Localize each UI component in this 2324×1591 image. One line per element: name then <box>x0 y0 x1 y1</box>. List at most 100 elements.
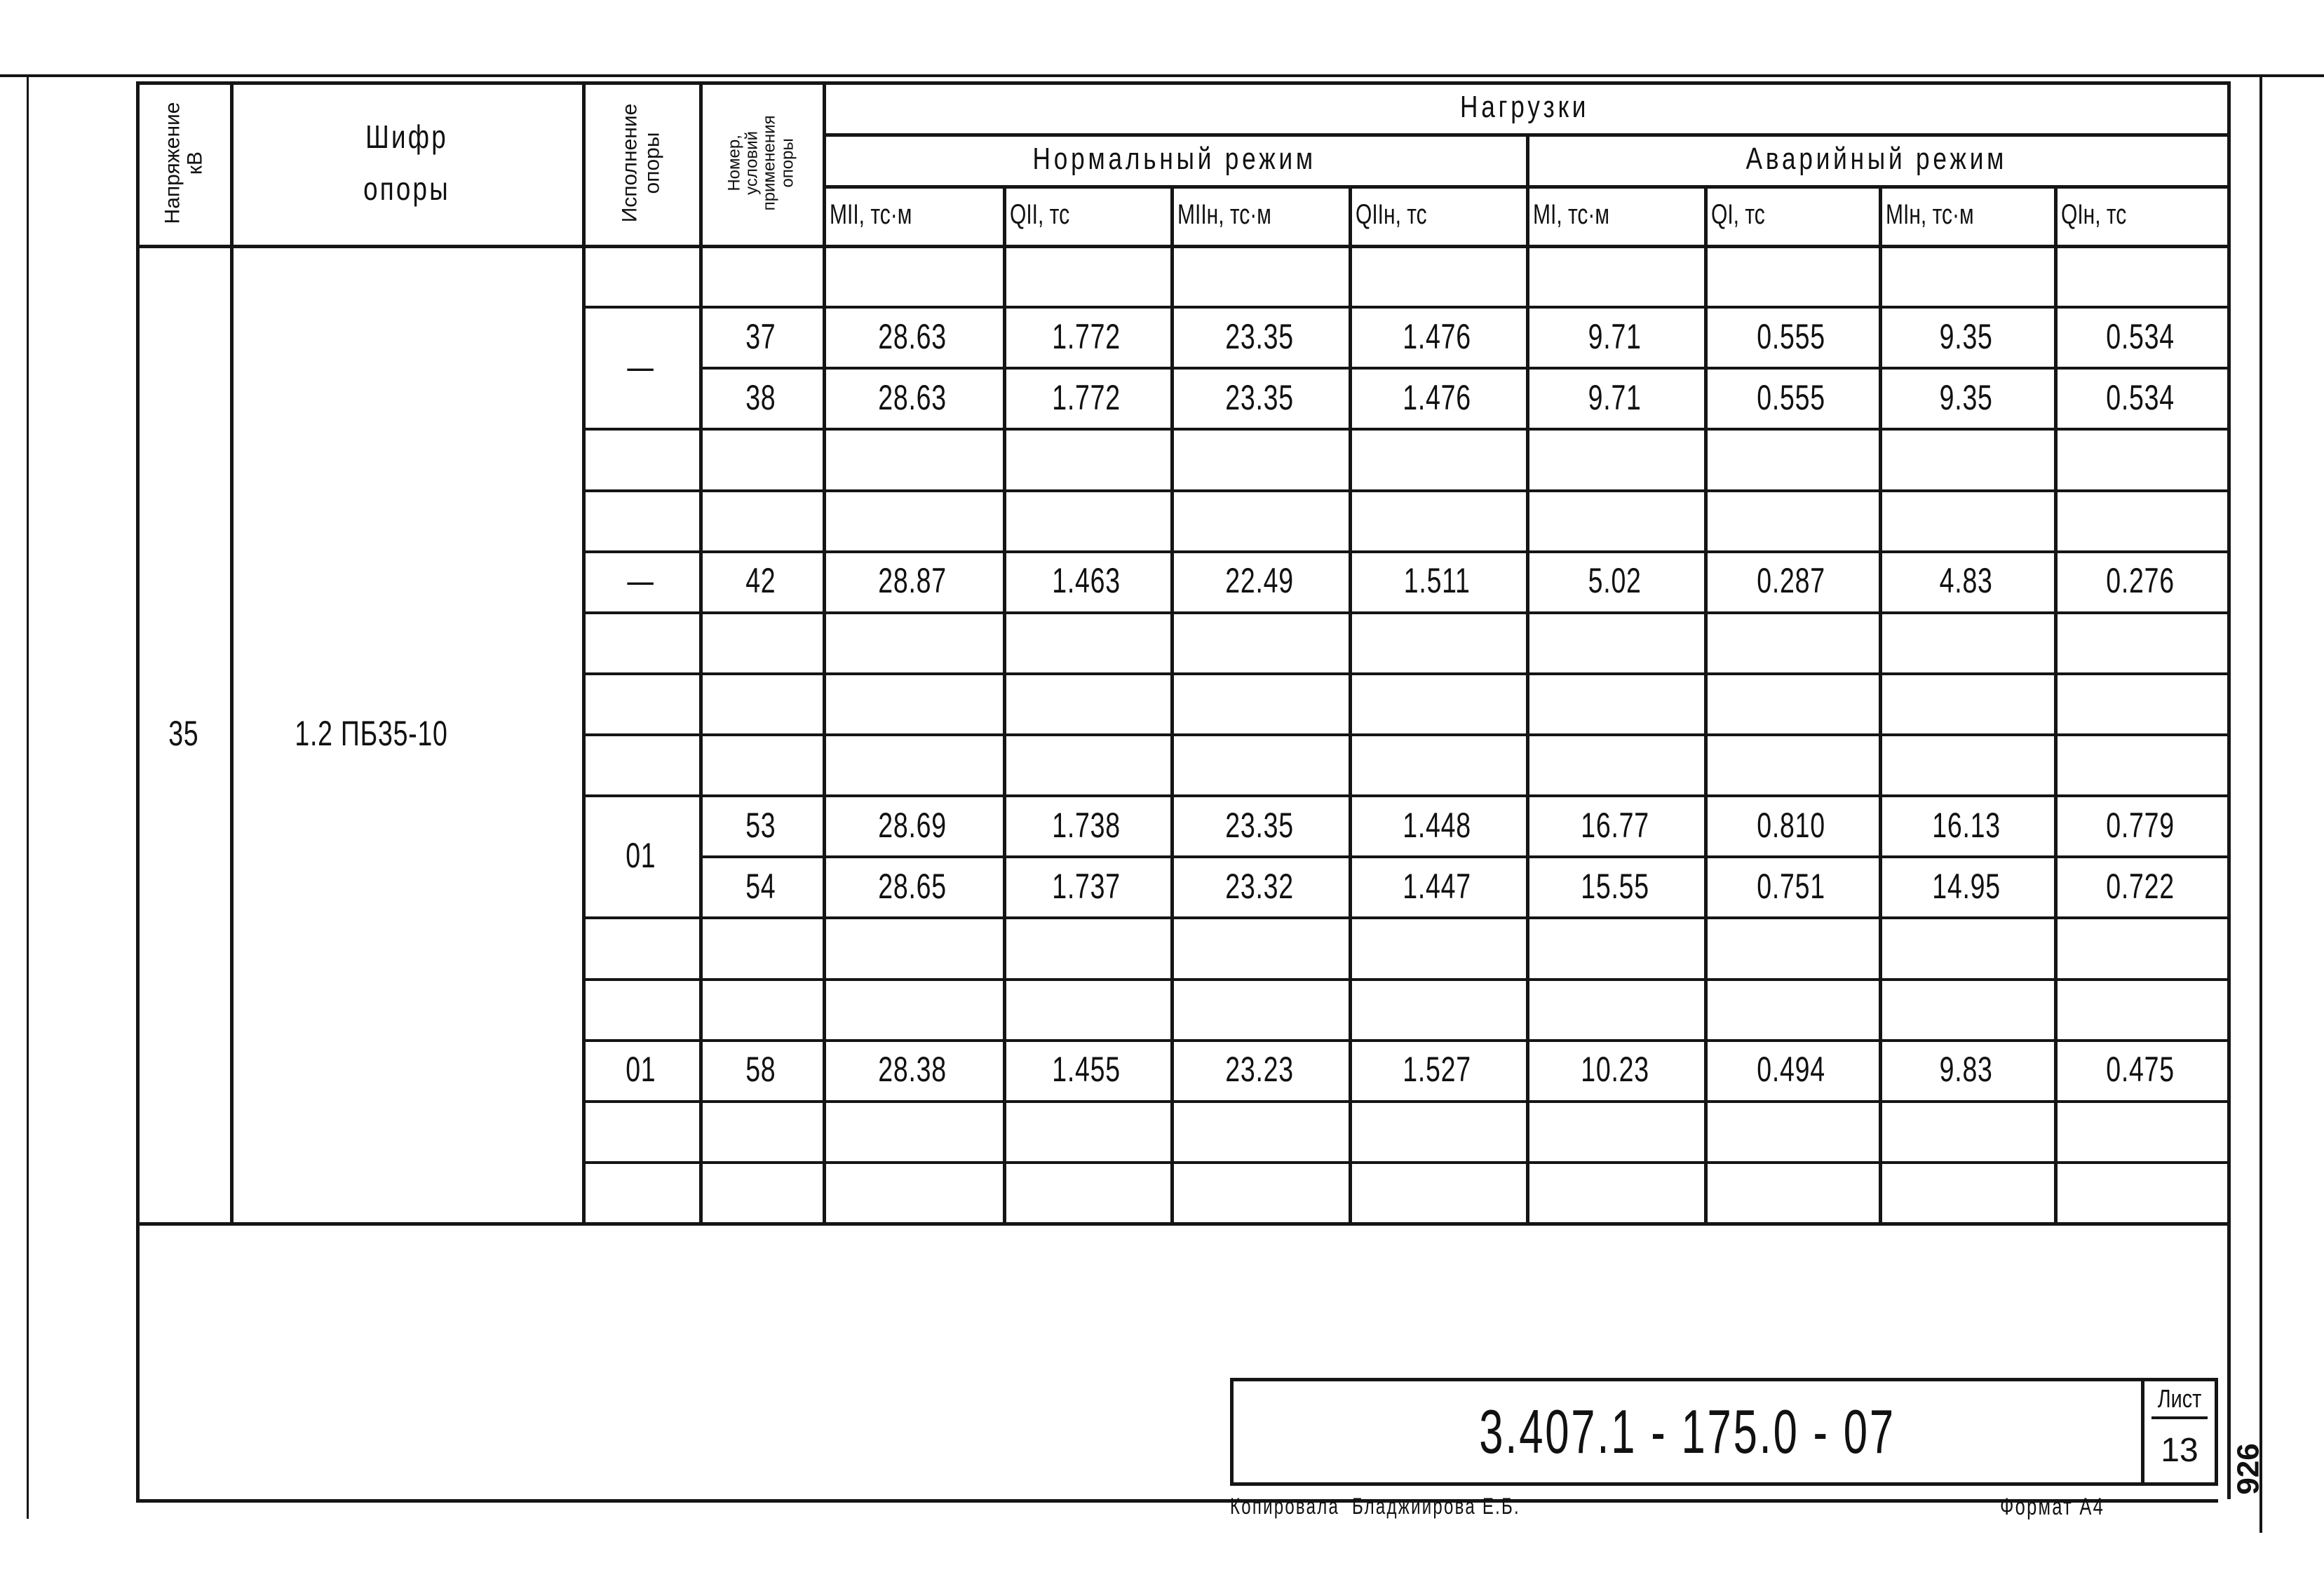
table-cell <box>1704 978 1879 1039</box>
load-value: 15.55 <box>1581 866 1649 906</box>
normal-mode-header: Нормальный режим <box>1032 142 1316 176</box>
execution-cell: — <box>582 550 699 611</box>
execution-divider <box>582 672 699 675</box>
load-value: 9.35 <box>1939 316 1993 356</box>
load-value: 9.71 <box>1588 316 1642 356</box>
condition-number: 37 <box>745 316 776 356</box>
row-divider <box>699 428 2227 431</box>
table-cell: 0.287 <box>1704 550 1879 611</box>
execution-divider <box>582 794 699 798</box>
table-cell <box>1003 733 1170 794</box>
load-value: 23.32 <box>1225 866 1294 906</box>
table-cell: 22.49 <box>1170 550 1349 611</box>
table-cell <box>823 1100 1003 1161</box>
table-cell: 16.77 <box>1526 794 1704 855</box>
frame-left-border <box>136 81 140 1499</box>
load-value: 1.463 <box>1052 561 1121 601</box>
table-cell: 9.71 <box>1526 306 1704 367</box>
table-cell <box>823 1161 1003 1222</box>
table-cell <box>2054 978 2227 1039</box>
table-cell <box>1170 245 1349 306</box>
table-cell <box>1170 733 1349 794</box>
execution-value: 01 <box>625 836 656 876</box>
column-divider <box>1879 185 1882 1222</box>
column-divider <box>699 81 703 1222</box>
load-value: 28.63 <box>878 377 947 417</box>
table-cell <box>1526 672 1704 733</box>
row-divider <box>699 489 2227 492</box>
load-value: 16.77 <box>1581 805 1649 845</box>
table-cell: 1.738 <box>1003 794 1170 855</box>
column-divider <box>582 81 586 1222</box>
load-value: 0.555 <box>1757 316 1826 356</box>
table-cell <box>1349 733 1526 794</box>
load-value: 28.65 <box>878 866 947 906</box>
column-header: MI, тс·м <box>1526 185 1704 245</box>
table-cell: 28.69 <box>823 794 1003 855</box>
table-cell <box>1879 672 2054 733</box>
row-divider <box>699 611 2227 614</box>
table-cell: 1.772 <box>1003 367 1170 428</box>
execution-cell: — <box>582 306 699 428</box>
table-cell <box>823 672 1003 733</box>
table-cell <box>1704 611 1879 672</box>
table-cell <box>1879 1100 2054 1161</box>
load-value: 28.63 <box>878 316 947 356</box>
load-value: 9.83 <box>1939 1050 1993 1090</box>
copied-by-note: Копировала Бладжиирова Е.Б. <box>1230 1494 1520 1519</box>
row-number <box>699 489 823 550</box>
table-cell <box>1879 611 2054 672</box>
table-cell: 0.779 <box>2054 794 2227 855</box>
execution-cell <box>582 611 699 672</box>
table-cell <box>1526 733 1704 794</box>
column-divider <box>1526 133 1529 1222</box>
execution-divider <box>582 1038 699 1042</box>
table-cell <box>1349 978 1526 1039</box>
table-cell: 28.87 <box>823 550 1003 611</box>
column-divider <box>1349 185 1352 1222</box>
table-cell: 0.810 <box>1704 794 1879 855</box>
table-cell: 5.02 <box>1526 550 1704 611</box>
table-cell <box>2054 916 2227 977</box>
table-cell: 23.35 <box>1170 794 1349 855</box>
column-header: QIIн, тс <box>1349 185 1526 245</box>
column-header: QIн, тс <box>2054 185 2227 245</box>
table-cell <box>1170 428 1349 489</box>
execution-value: — <box>627 561 654 601</box>
column-header-label: QII, тс <box>1010 199 1070 230</box>
table-cell <box>1879 916 2054 977</box>
loads-header: Нагрузки <box>1460 90 1590 124</box>
load-value: 0.810 <box>1757 805 1826 845</box>
table-cell <box>1003 428 1170 489</box>
row-divider <box>699 672 2227 675</box>
table-cell <box>823 245 1003 306</box>
format-note: Формат А4 <box>2000 1494 2105 1520</box>
load-value: 0.287 <box>1757 561 1826 601</box>
table-cell <box>1704 428 1879 489</box>
row-number: 42 <box>699 550 823 611</box>
table-cell <box>1170 1100 1349 1161</box>
condition-number-header: Номер, условий применения опоры <box>724 115 797 211</box>
load-value: 28.69 <box>878 805 947 845</box>
row-number <box>699 672 823 733</box>
table-cell <box>823 428 1003 489</box>
table-cell <box>1003 672 1170 733</box>
table-cell <box>823 489 1003 550</box>
load-value: 0.534 <box>2106 377 2175 417</box>
condition-number: 54 <box>745 866 776 906</box>
row-divider <box>699 855 2227 859</box>
table-cell: 1.476 <box>1349 306 1526 367</box>
load-value: 0.722 <box>2106 866 2175 906</box>
row-number <box>699 733 823 794</box>
table-cell <box>823 916 1003 977</box>
execution-cell <box>582 1100 699 1161</box>
execution-divider <box>582 733 699 736</box>
execution-cell <box>582 428 699 489</box>
sheet-label: Лист <box>2151 1381 2208 1419</box>
execution-divider <box>582 1099 699 1103</box>
voltage-header: Напряжение кВ <box>161 102 207 224</box>
table-cell: 10.23 <box>1526 1039 1704 1100</box>
table-cell: 16.13 <box>1879 794 2054 855</box>
table-cell: 28.63 <box>823 306 1003 367</box>
execution-cell <box>582 489 699 550</box>
